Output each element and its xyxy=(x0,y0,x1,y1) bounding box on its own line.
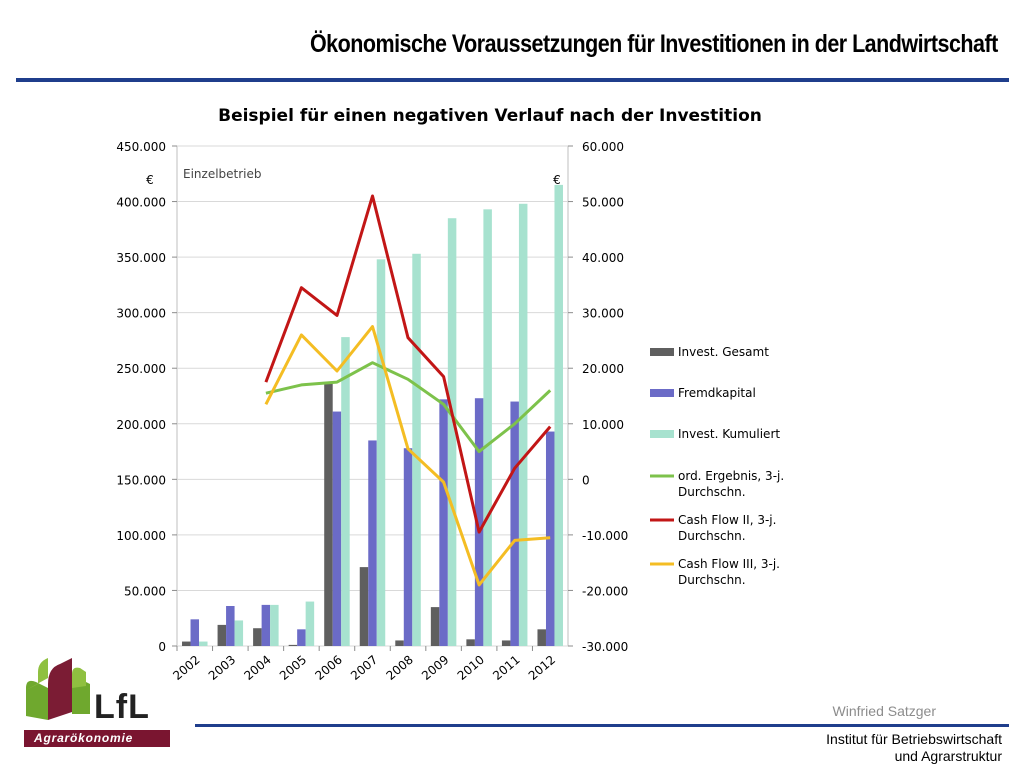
bar-invest-gesamt xyxy=(395,640,404,646)
bar-invest-gesamt xyxy=(501,640,511,646)
line-cash-flow-iii-3-j-durchschn xyxy=(264,325,551,587)
y-left-tick-label: 300.000 xyxy=(116,307,166,321)
bar-invest-kumuliert xyxy=(234,620,244,646)
legend-label-cash-flow-iii-3-j-durchschn: Cash Flow III, 3-j. Durchschn. xyxy=(678,557,780,587)
line-ord-ergebnis-3-j-durchschn xyxy=(265,361,552,454)
title-divider xyxy=(16,78,1009,82)
x-tick-label: 2005 xyxy=(277,653,309,683)
legend-swatch-invest-kumuliert xyxy=(650,430,674,438)
legend-label-fremdkapital: Fremdkapital xyxy=(678,386,756,400)
y-left-tick-label: 200.000 xyxy=(116,418,166,432)
y-right-tick-label: 60.000 xyxy=(582,140,624,154)
bar-fremdkapital xyxy=(226,606,235,646)
legend-swatch-fremdkapital xyxy=(650,389,674,397)
legend-label-ord-ergebnis-3-j-durchschn: ord. Ergebnis, 3-j. Durchschn. xyxy=(678,469,784,499)
bar-invest-gesamt xyxy=(466,639,475,646)
x-tick-label: 2007 xyxy=(348,653,380,683)
y-right-tick-label: 10.000 xyxy=(582,418,624,432)
y-right-tick-label: 0 xyxy=(582,473,590,487)
y-right-tick-label: 50.000 xyxy=(582,196,624,210)
bar-fremdkapital xyxy=(403,448,413,646)
chart-title: Beispiel für einen negativen Verlauf nac… xyxy=(218,106,762,126)
logo-text: LfL xyxy=(94,688,150,726)
x-tick-label: 2003 xyxy=(206,653,238,683)
bar-invest-gesamt xyxy=(324,382,333,646)
y-right-tick-label: 30.000 xyxy=(582,307,624,321)
institute-name: Institut für Betriebswirtschaft und Agra… xyxy=(826,731,1002,765)
bar-invest-gesamt xyxy=(288,644,298,646)
x-tick-label: 2002 xyxy=(170,653,202,683)
bar-fremdkapital xyxy=(297,629,306,646)
line-cash-flow-ii-3-j-durchschn xyxy=(264,194,552,534)
bar-fremdkapital xyxy=(439,399,448,646)
bar-invest-gesamt xyxy=(359,567,369,646)
institute-line-1: Institut für Betriebswirtschaft xyxy=(826,731,1002,747)
bar-invest-kumuliert xyxy=(483,209,492,647)
footer-divider xyxy=(195,724,1009,727)
legend-swatch-invest-gesamt xyxy=(650,348,674,356)
bar-fremdkapital xyxy=(510,401,519,646)
bar-fremdkapital xyxy=(190,619,200,646)
y-right-tick-label: -10.000 xyxy=(582,529,628,543)
y-left-tick-label: 400.000 xyxy=(116,196,166,210)
y-left-tick-label: 50.000 xyxy=(124,584,166,598)
bar-invest-kumuliert xyxy=(554,184,563,646)
bar-invest-kumuliert xyxy=(341,337,350,646)
x-tick-label: 2010 xyxy=(455,653,487,683)
legend-label-invest-gesamt: Invest. Gesamt xyxy=(678,345,769,359)
bar-invest-kumuliert xyxy=(376,259,386,646)
bar-fremdkapital xyxy=(261,604,271,646)
y-right-tick-label: 20.000 xyxy=(582,362,624,376)
y-left-tick-label: 450.000 xyxy=(116,140,166,154)
legend-label-cash-flow-ii-3-j-durchschn: Cash Flow II, 3-j. Durchschn. xyxy=(678,513,776,543)
bar-invest-gesamt xyxy=(253,628,262,646)
y-left-tick-label: 350.000 xyxy=(116,251,166,265)
bar-fremdkapital xyxy=(474,398,484,646)
bar-invest-kumuliert xyxy=(447,218,457,646)
leaf-icon xyxy=(26,658,90,720)
y-right-unit: € xyxy=(553,173,561,187)
author-name: Winfried Satzger xyxy=(832,703,936,719)
slide-title: Ökonomische Voraussetzungen für Investit… xyxy=(310,30,998,58)
y-left-tick-label: 150.000 xyxy=(116,473,166,487)
bar-fremdkapital xyxy=(368,440,377,646)
x-tick-label: 2012 xyxy=(526,653,558,683)
x-tick-label: 2011 xyxy=(490,653,522,683)
y-left-tick-label: 250.000 xyxy=(116,362,166,376)
lfl-logo: LfL Agrarökonomie xyxy=(20,654,170,749)
bar-invest-kumuliert xyxy=(412,253,421,646)
bar-invest-gesamt xyxy=(537,629,546,646)
bar-invest-kumuliert xyxy=(518,203,528,646)
bar-invest-gesamt xyxy=(430,607,440,646)
chart-annotation: Einzelbetrieb xyxy=(183,167,262,181)
bar-invest-gesamt xyxy=(217,624,227,646)
y-left-tick-label: 0 xyxy=(158,640,166,654)
y-right-tick-label: 40.000 xyxy=(582,251,624,265)
x-tick-label: 2009 xyxy=(419,653,451,683)
y-right-tick-label: -20.000 xyxy=(582,584,628,598)
bar-invest-gesamt xyxy=(182,641,191,646)
logo-subtitle: Agrarökonomie xyxy=(24,730,170,747)
bar-invest-kumuliert xyxy=(270,604,279,646)
x-tick-label: 2006 xyxy=(312,653,344,683)
y-right-tick-label: -30.000 xyxy=(582,640,628,654)
bar-invest-kumuliert xyxy=(199,641,208,646)
x-tick-label: 2008 xyxy=(384,653,416,683)
institute-line-2: und Agrarstruktur xyxy=(894,748,1002,764)
bar-invest-kumuliert xyxy=(305,601,315,646)
legend-label-invest-kumuliert: Invest. Kumuliert xyxy=(678,427,780,441)
y-left-unit: € xyxy=(146,173,154,187)
bar-fremdkapital xyxy=(332,411,342,646)
y-left-tick-label: 100.000 xyxy=(116,529,166,543)
x-tick-label: 2004 xyxy=(241,653,273,683)
